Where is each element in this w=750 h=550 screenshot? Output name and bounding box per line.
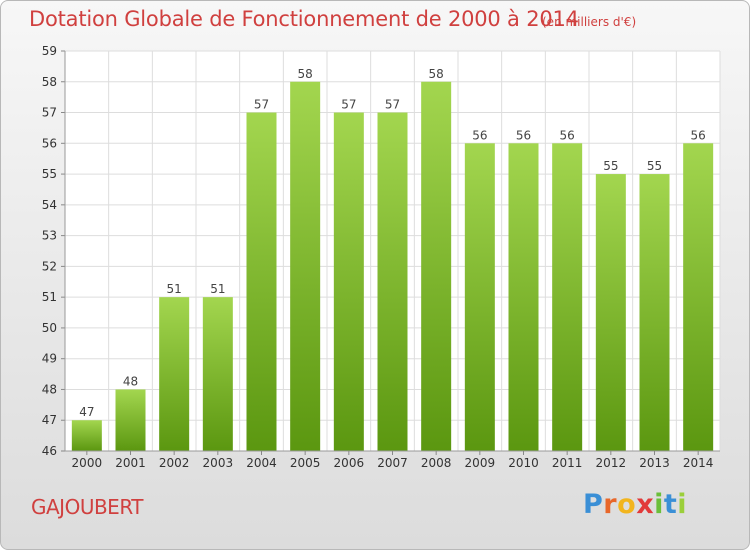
y-tick-label: 54 xyxy=(42,198,57,212)
data-label: 56 xyxy=(560,128,575,142)
bar xyxy=(115,389,146,451)
y-tick-label: 53 xyxy=(42,229,57,243)
x-tick-label: 2005 xyxy=(290,456,321,470)
data-label: 55 xyxy=(647,159,662,173)
bar xyxy=(464,143,495,452)
logo-letter: t xyxy=(663,489,678,520)
bar xyxy=(683,143,714,452)
logo-letter: r xyxy=(603,489,618,520)
bar xyxy=(71,420,102,451)
bar xyxy=(202,297,233,451)
bar xyxy=(639,174,670,452)
y-tick-label: 59 xyxy=(42,44,57,58)
data-label: 56 xyxy=(691,128,706,142)
data-label: 58 xyxy=(429,67,444,81)
x-tick-label: 2003 xyxy=(203,456,234,470)
x-tick-label: 2001 xyxy=(115,456,146,470)
bar xyxy=(377,112,408,452)
logo-letter: P xyxy=(583,489,604,520)
bar xyxy=(290,81,321,452)
data-label: 57 xyxy=(341,98,356,112)
proxiti-logo: Proxiti xyxy=(583,489,687,520)
data-label: 58 xyxy=(298,67,313,81)
y-tick-label: 46 xyxy=(42,444,57,458)
bar xyxy=(333,112,364,452)
commune-name: GAJOUBERT xyxy=(31,495,143,519)
y-tick-label: 58 xyxy=(42,75,57,89)
data-label: 57 xyxy=(385,98,400,112)
data-label: 51 xyxy=(210,282,225,296)
x-tick-label: 2002 xyxy=(159,456,190,470)
x-tick-label: 2011 xyxy=(552,456,583,470)
y-tick-label: 49 xyxy=(42,352,57,366)
y-tick-label: 56 xyxy=(42,136,57,150)
y-tick-label: 51 xyxy=(42,290,57,304)
x-tick-label: 2013 xyxy=(639,456,670,470)
y-tick-label: 48 xyxy=(42,382,57,396)
logo-letter: i xyxy=(654,489,664,520)
logo-letter: i xyxy=(677,489,688,520)
bar xyxy=(508,143,539,452)
bar xyxy=(159,297,190,451)
x-tick-label: 2010 xyxy=(508,456,539,470)
x-tick-label: 2006 xyxy=(334,456,365,470)
logo-letter: o xyxy=(617,489,637,520)
data-label: 57 xyxy=(254,98,269,112)
x-tick-label: 2012 xyxy=(596,456,627,470)
y-tick-label: 50 xyxy=(42,321,57,335)
y-tick-label: 52 xyxy=(42,259,57,273)
x-tick-label: 2000 xyxy=(72,456,103,470)
bar xyxy=(246,112,277,452)
y-tick-label: 47 xyxy=(42,413,57,427)
data-label: 51 xyxy=(167,282,182,296)
chart-title: Dotation Globale de Fonctionnement de 20… xyxy=(29,7,579,31)
x-tick-label: 2014 xyxy=(683,456,714,470)
unit-note: (en milliers d'€) xyxy=(542,15,637,29)
bar xyxy=(552,143,583,452)
logo-letter: x xyxy=(636,489,655,520)
x-tick-label: 2007 xyxy=(377,456,408,470)
bar xyxy=(595,174,626,452)
y-tick-label: 55 xyxy=(42,167,57,181)
data-label: 56 xyxy=(472,128,487,142)
y-tick-label: 57 xyxy=(42,106,57,120)
data-label: 56 xyxy=(516,128,531,142)
bar xyxy=(421,81,452,452)
x-tick-label: 2004 xyxy=(246,456,277,470)
data-label: 48 xyxy=(123,374,138,388)
data-label: 55 xyxy=(603,159,618,173)
x-tick-label: 2009 xyxy=(465,456,496,470)
data-label: 47 xyxy=(79,405,94,419)
x-tick-label: 2008 xyxy=(421,456,452,470)
